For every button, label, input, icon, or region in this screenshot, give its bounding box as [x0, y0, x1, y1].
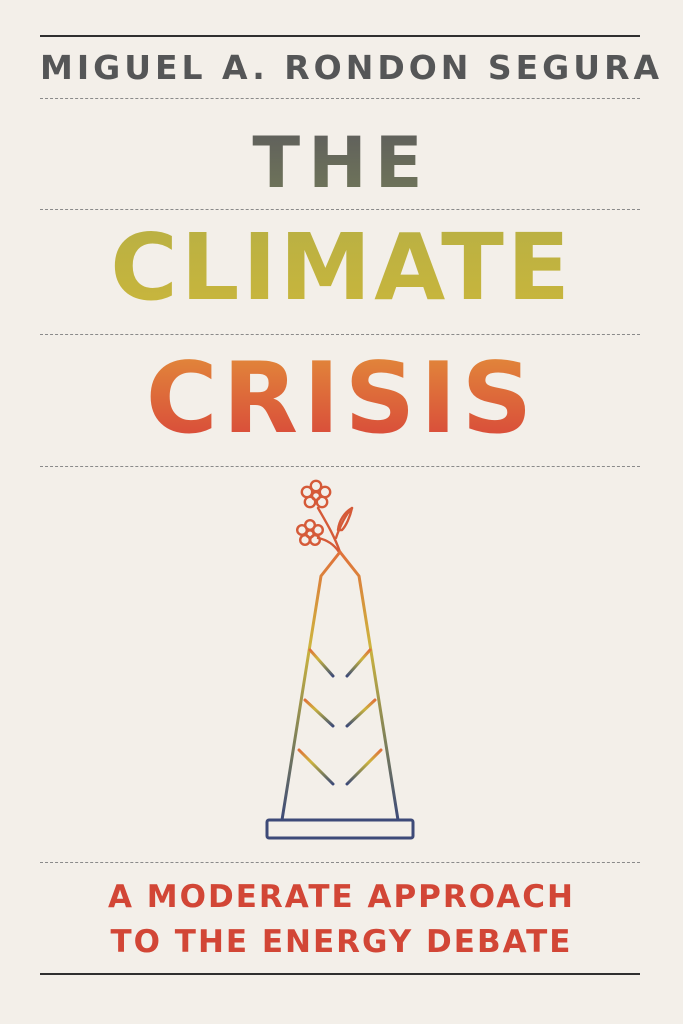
title-crisis: CRISIS — [0, 350, 683, 448]
divider-author — [40, 98, 640, 99]
divider-illustration — [40, 862, 640, 863]
oil-derrick-with-flowers-icon — [265, 479, 415, 840]
divider-crisis — [40, 466, 640, 467]
flower-top-icon — [300, 479, 332, 509]
derrick-base-icon — [265, 818, 415, 840]
derrick-tower-icon — [280, 550, 400, 822]
flower-bottom-icon — [296, 519, 325, 547]
bottom-rule — [40, 973, 640, 975]
stems-icon — [316, 506, 354, 554]
top-rule — [40, 35, 640, 37]
divider-climate — [40, 334, 640, 335]
title-the: THE — [0, 128, 683, 198]
author-name: MIGUEL A. RONDON SEGURA — [40, 48, 664, 87]
divider-the — [40, 209, 640, 210]
subtitle-line-1: A MODERATE APPROACH — [108, 879, 575, 915]
subtitle-line-2: TO THE ENERGY DEBATE — [110, 924, 573, 960]
title-climate: CLIMATE — [0, 222, 683, 314]
